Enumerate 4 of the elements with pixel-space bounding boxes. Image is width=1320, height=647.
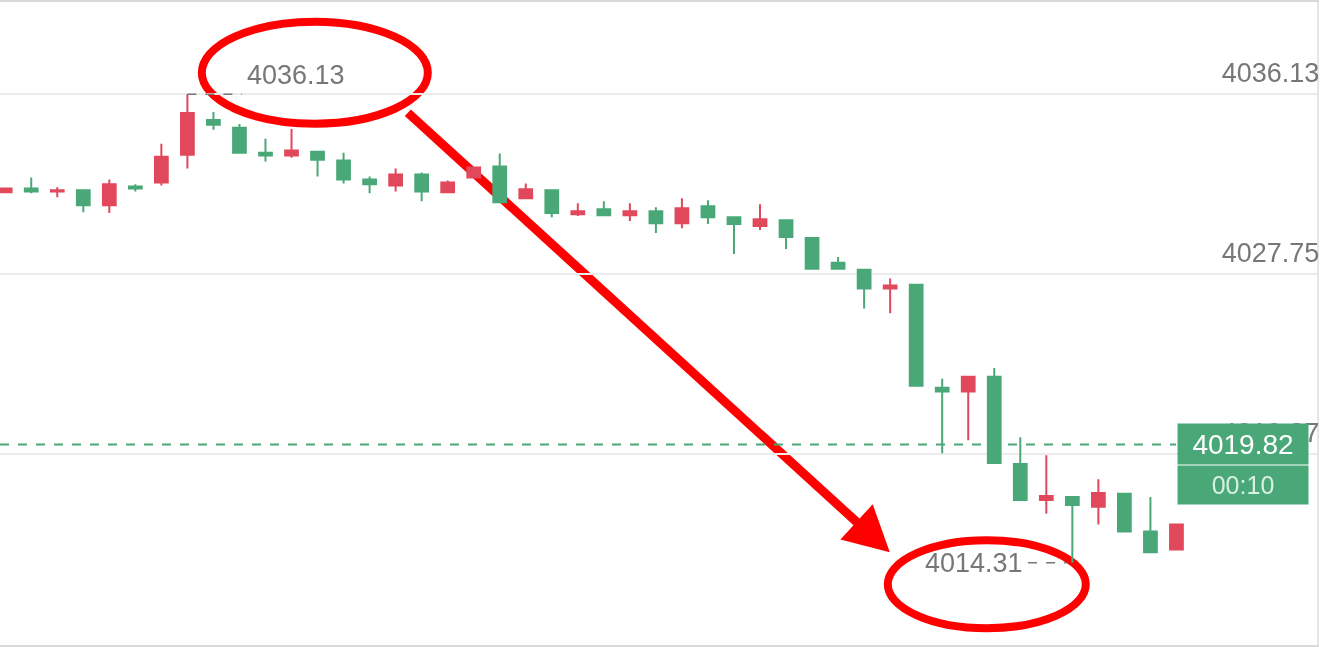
annotation: 4036.13 xyxy=(247,60,345,90)
text: 00:10 xyxy=(1211,471,1275,499)
annotation: 4014.31 xyxy=(925,548,1023,578)
y-tick-label: 4027.75 xyxy=(1221,237,1320,268)
